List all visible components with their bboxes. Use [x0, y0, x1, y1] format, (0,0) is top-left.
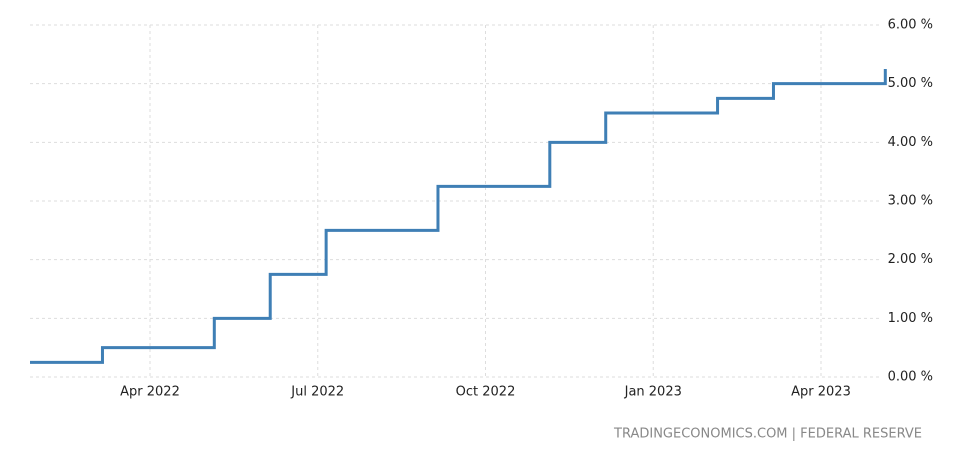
y-tick-label: 3.00 % [888, 194, 933, 209]
y-tick-label: 2.00 % [888, 252, 933, 267]
step-line [30, 69, 887, 364]
x-tick-label: Jul 2022 [290, 385, 344, 400]
x-tick-label: Jan 2023 [624, 385, 682, 400]
y-tick-label: 6.00 % [888, 18, 933, 33]
x-tick-label: Oct 2022 [456, 385, 516, 400]
x-tick-label: Apr 2022 [120, 385, 180, 400]
x-tick-label: Apr 2023 [791, 385, 851, 400]
source: TRADINGECONOMICS.COM | FEDERAL RESERVE [613, 427, 922, 442]
y-tick-label: 1.00 % [888, 311, 933, 326]
y-tick-label: 4.00 % [888, 135, 933, 150]
y-tick-label: 5.00 % [888, 76, 933, 91]
y-tick-label: 0.00 % [888, 370, 933, 385]
